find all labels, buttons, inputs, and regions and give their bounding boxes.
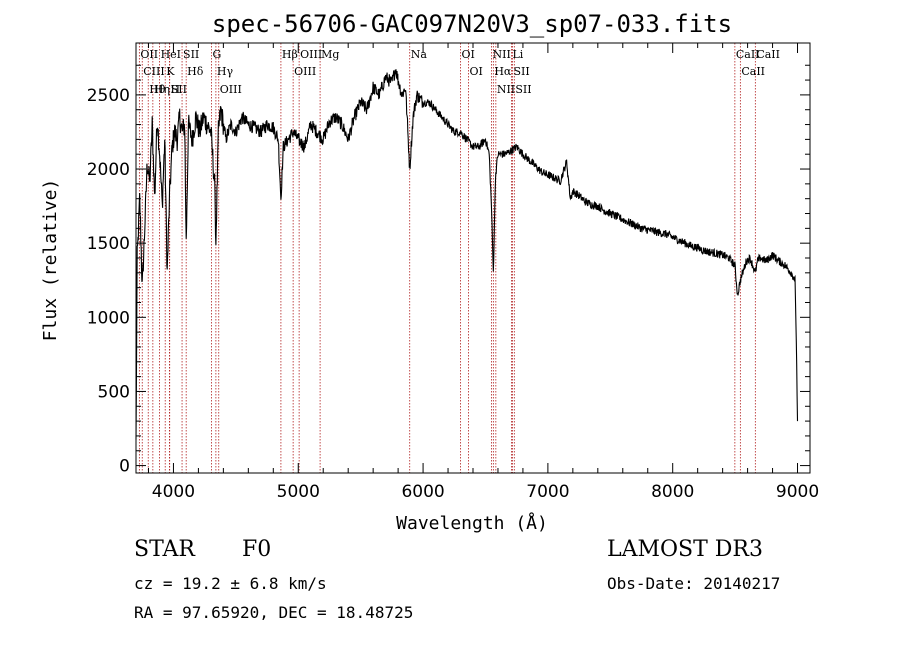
line-label: SII	[515, 83, 531, 96]
spectrum-series-line	[135, 69, 799, 440]
y-tick-label: 500	[98, 382, 130, 402]
line-label: Hθ	[149, 83, 166, 96]
line-label: OIII	[220, 83, 242, 96]
x-axis: 4000 5000 6000 7000 8000 9000	[147, 43, 819, 502]
line-label: OI	[462, 48, 475, 61]
coordinates: RA = 97.65920, DEC = 18.48725	[134, 603, 414, 622]
line-label: NII	[492, 48, 510, 61]
line-label: CIII	[143, 65, 164, 78]
chart-title: spec-56706-GAC097N20V3_sp07-033.fits	[212, 10, 732, 38]
line-label: NII	[497, 83, 515, 96]
y-tick-label: 1000	[87, 308, 130, 328]
plot-frame	[135, 42, 811, 474]
line-label: SII	[171, 83, 187, 96]
line-label: G	[213, 48, 222, 61]
object-type: STAR	[134, 537, 195, 562]
line-label: Hβ	[282, 48, 298, 61]
line-label: CaII	[741, 65, 765, 78]
x-tick-label: 4000	[152, 482, 195, 502]
line-label: CaII	[756, 48, 780, 61]
x-tick-label: 6000	[401, 482, 444, 502]
line-label: Mg	[321, 48, 339, 61]
line-label: OIII	[300, 48, 322, 61]
line-label: CaII	[736, 48, 760, 61]
line-label: Hγ	[217, 65, 234, 78]
y-tick-label: 2500	[87, 86, 130, 106]
object-subclass: F0	[242, 537, 272, 562]
x-axis-label: Wavelength (Å)	[396, 512, 548, 534]
line-label: Hα	[494, 65, 512, 78]
line-label: K	[166, 65, 175, 78]
x-tick-label: 5000	[277, 482, 320, 502]
line-label: OIII	[294, 65, 316, 78]
line-label: HeI	[161, 48, 181, 61]
y-axis-label: Flux (relative)	[40, 179, 61, 342]
line-markers	[138, 43, 756, 473]
line-label: SII	[183, 48, 199, 61]
x-tick-label: 9000	[776, 482, 819, 502]
line-label: Hη	[154, 83, 170, 96]
line-label: H	[170, 83, 180, 96]
y-tick-label: 2000	[87, 160, 130, 180]
y-tick-label: 0	[119, 457, 130, 477]
line-label: SII	[513, 65, 529, 78]
y-axis: 0 500 1000 1500 2000 2500	[87, 64, 810, 477]
line-label: Hδ	[187, 65, 204, 78]
x-tick-label: 7000	[526, 482, 569, 502]
redshift-readout: cz = 19.2 ± 6.8 km/s	[134, 574, 327, 593]
line-label: OII	[140, 48, 158, 61]
line-label: Na	[411, 48, 428, 61]
x-tick-label: 8000	[651, 482, 694, 502]
survey-name: LAMOST DR3	[607, 537, 763, 562]
line-label: Li	[512, 48, 523, 61]
y-tick-label: 1500	[87, 234, 130, 254]
obs-date: Obs-Date: 20140217	[607, 574, 781, 593]
line-label: OI	[470, 65, 483, 78]
